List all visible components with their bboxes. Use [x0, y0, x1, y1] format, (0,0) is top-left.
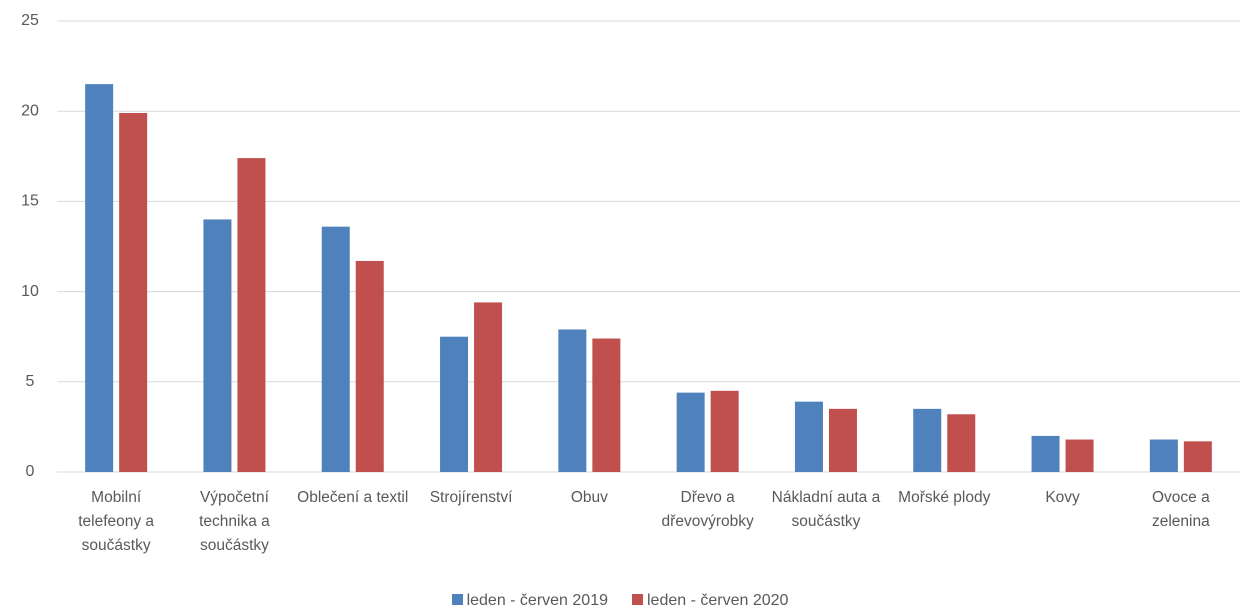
y-tick-label: 25 — [21, 12, 39, 29]
x-tick-label: Nákladní auta a součástky — [771, 489, 881, 530]
x-tick-label: Výpočetní technika a součástky — [199, 489, 270, 554]
x-tick-label: Oblečení a textil — [297, 489, 409, 506]
bar — [440, 336, 469, 472]
bar — [119, 113, 148, 472]
x-tick-label: Kovy — [1045, 489, 1080, 506]
y-tick-label: 15 — [21, 193, 39, 210]
y-tick-label: 20 — [21, 102, 39, 119]
bar — [676, 392, 705, 472]
bar — [85, 84, 114, 472]
x-tick-label: Ovoce a zelenina — [1151, 489, 1210, 530]
bar — [913, 408, 942, 472]
bar — [237, 158, 266, 472]
bar — [710, 390, 739, 472]
legend-item: leden - červen 2020 — [632, 592, 788, 610]
bar — [592, 338, 621, 472]
legend-swatch — [451, 594, 463, 605]
y-tick-label: 0 — [26, 463, 35, 480]
x-tick-label: Strojírenství — [429, 489, 513, 506]
bar — [558, 329, 587, 472]
legend-label: leden - červen 2020 — [647, 592, 789, 609]
x-tick-label: Dřevo a dřevovýrobky — [661, 489, 754, 530]
bar — [1149, 439, 1178, 472]
bar — [1183, 441, 1212, 472]
bar — [1031, 435, 1060, 472]
bar — [828, 408, 857, 472]
legend: leden - červen 2019 leden - červen 2020 — [0, 592, 1240, 610]
bar — [474, 302, 503, 472]
bar — [321, 226, 350, 472]
y-tick-label: 5 — [26, 373, 35, 390]
x-tick-label: Mobilní telefeony a součástky — [78, 489, 155, 554]
legend-label: leden - červen 2019 — [466, 592, 608, 609]
bar — [1065, 439, 1094, 472]
bar — [203, 219, 232, 472]
bar — [355, 260, 384, 472]
bar — [794, 401, 823, 472]
legend-item: leden - červen 2019 — [451, 592, 608, 610]
legend-swatch — [632, 594, 643, 605]
bar — [947, 414, 976, 472]
x-tick-label: Obuv — [570, 489, 608, 506]
x-tick-label: Mořské plody — [898, 489, 991, 506]
y-tick-label: 10 — [21, 283, 39, 300]
